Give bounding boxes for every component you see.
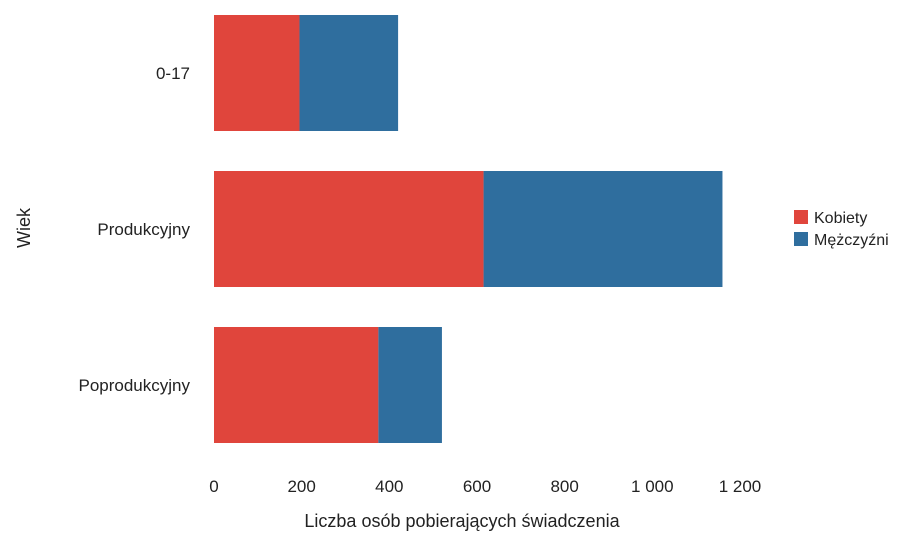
legend-swatch <box>794 232 808 246</box>
bar-kobiety-2 <box>214 327 379 443</box>
x-tick-label: 200 <box>287 477 315 496</box>
x-tick-label: 800 <box>550 477 578 496</box>
x-tick-label: 0 <box>209 477 218 496</box>
category-labels: 0-17 Produkcyjny Poprodukcyjny <box>78 64 190 395</box>
bar-kobiety-1 <box>214 171 484 287</box>
category-label: Poprodukcyjny <box>78 376 190 395</box>
bar-mezczyzni-2 <box>378 327 442 443</box>
bar-mezczyzni-1 <box>483 171 723 287</box>
x-tick-label: 1 200 <box>719 477 762 496</box>
category-label: 0-17 <box>156 64 190 83</box>
y-axis-title: Wiek <box>14 207 34 248</box>
x-tick-label: 400 <box>375 477 403 496</box>
bars-group <box>214 15 723 443</box>
legend: Kobiety Mężczyźni <box>794 210 889 249</box>
x-tick-label: 600 <box>463 477 491 496</box>
x-tick-label: 1 000 <box>631 477 674 496</box>
legend-swatch <box>794 210 808 224</box>
bar-mezczyzni-0 <box>299 15 399 131</box>
legend-label: Mężczyźni <box>814 232 889 249</box>
bar-kobiety-0 <box>214 15 300 131</box>
x-axis-title: Liczba osób pobierających świadczenia <box>304 511 620 531</box>
x-tick-labels: 0 200 400 600 800 1 000 1 200 <box>209 477 761 496</box>
category-label: Produkcyjny <box>97 220 190 239</box>
legend-label: Kobiety <box>814 210 867 227</box>
